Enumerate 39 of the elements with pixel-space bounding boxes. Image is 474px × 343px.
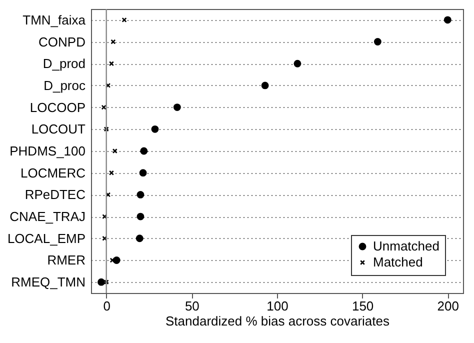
y-tick-label: RPeDTEC xyxy=(24,187,86,202)
point xyxy=(173,104,181,112)
point xyxy=(294,60,302,68)
y-tick-label: LOCMERC xyxy=(20,165,86,180)
x-tick-label: 0 xyxy=(103,298,110,314)
y-tick-label: CONPD xyxy=(38,34,86,50)
point xyxy=(374,38,382,46)
point xyxy=(109,170,114,176)
point xyxy=(101,104,106,110)
x-tick-label: 100 xyxy=(266,298,288,314)
y-tick-label: RMEQ_TMN xyxy=(11,274,86,290)
point xyxy=(261,82,269,90)
legend-label: Unmatched xyxy=(373,238,440,254)
y-tick-label: PHDMS_100 xyxy=(10,144,86,158)
y-tick-label: LOCAL_EMP xyxy=(7,230,86,246)
y-tick-label: LOCOOP xyxy=(30,100,86,115)
y-tick-label: D_prod xyxy=(42,56,86,72)
point xyxy=(136,212,144,220)
point xyxy=(136,234,144,242)
x-tick-label: 50 xyxy=(184,298,200,314)
y-tick-label: CNAE_TRAJ xyxy=(10,209,86,224)
point xyxy=(122,18,127,22)
point xyxy=(151,125,159,133)
point xyxy=(444,16,452,24)
x-tick-label: 200 xyxy=(437,298,459,314)
y-tick-label: D_proc xyxy=(44,78,86,93)
point xyxy=(139,169,147,177)
point xyxy=(98,278,105,286)
point xyxy=(112,148,118,154)
point xyxy=(110,39,116,44)
x-axis-title: Standardized % bias across covariates xyxy=(165,314,390,328)
legend-label: Matched xyxy=(373,254,423,270)
point xyxy=(109,61,114,66)
y-tick-label: RMER xyxy=(47,252,86,268)
y-tick-label: TMN_faixa xyxy=(22,12,86,28)
y-tick-label: LOCOUT xyxy=(31,122,86,137)
point xyxy=(136,190,144,198)
x-tick-label: 150 xyxy=(352,298,374,314)
point xyxy=(140,147,148,155)
